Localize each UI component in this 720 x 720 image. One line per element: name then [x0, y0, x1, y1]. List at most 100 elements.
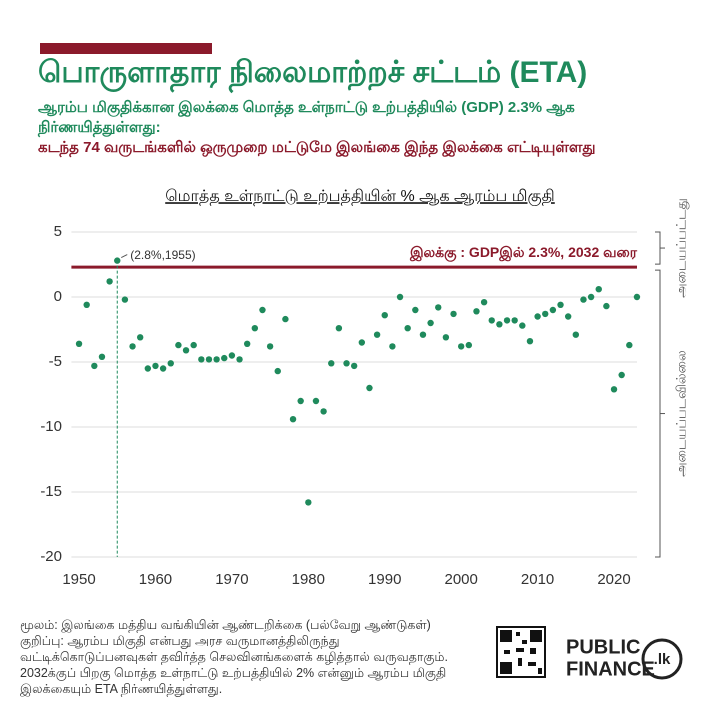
point — [266, 343, 274, 350]
point — [144, 365, 152, 372]
accent-bar — [40, 43, 212, 54]
point — [83, 301, 90, 308]
point — [503, 317, 511, 324]
point — [312, 397, 320, 405]
point — [251, 325, 259, 332]
title: பொருளாதார நிலைமாற்றச் சட்டம் (ETA) — [38, 56, 588, 89]
point — [328, 360, 335, 367]
point — [457, 343, 465, 350]
point — [243, 340, 251, 347]
point — [282, 315, 289, 323]
point — [480, 299, 488, 306]
x-tick-label: 2000 — [444, 571, 477, 588]
point — [289, 416, 297, 423]
point — [488, 317, 495, 324]
qr-code — [496, 626, 546, 678]
point — [603, 302, 610, 310]
point — [175, 341, 182, 349]
subtitle: ஆரம்ப மிகுதிக்கான இலக்கை மொத்த உள்நாட்டு… — [38, 99, 575, 136]
point — [404, 325, 411, 332]
point — [587, 293, 595, 301]
target-label: இலக்கு : GDPஇல் 2.3%, 2032 வரை — [409, 244, 638, 262]
point — [412, 306, 419, 314]
point — [98, 353, 106, 360]
point — [396, 293, 404, 301]
point — [381, 312, 388, 319]
y-tick-label: -5 — [49, 353, 62, 370]
point — [526, 338, 534, 345]
point — [534, 313, 541, 320]
point — [305, 499, 312, 506]
bracket — [655, 269, 661, 558]
y-tick-label: -10 — [40, 418, 62, 435]
point — [580, 296, 587, 303]
x-tick-label: 1990 — [368, 571, 401, 588]
point — [633, 293, 641, 301]
point — [496, 321, 503, 328]
point — [373, 331, 381, 338]
bracket — [655, 231, 661, 265]
annotation-leader — [121, 254, 128, 259]
point — [198, 356, 205, 363]
x-tick-label: 1960 — [139, 571, 172, 588]
point — [152, 362, 159, 370]
note: குறிப்பு: ஆரம்ப மிகுதி என்பது அரச வருமான… — [20, 634, 448, 696]
point — [595, 286, 602, 293]
point — [136, 334, 144, 341]
chart-title: மொத்த உள்நாட்டு உற்பத்தியின் % ஆக ஆரம்ப … — [165, 188, 555, 206]
point — [450, 310, 457, 318]
y-tick-label: 0 — [54, 288, 62, 305]
footer: மூலம்: இலங்கை மத்திய வங்கியின் ஆண்டறிக்க… — [20, 617, 470, 697]
source: மூலம்: இலங்கை மத்திய வங்கியின் ஆண்டறிக்க… — [20, 618, 431, 632]
point — [511, 317, 518, 324]
point — [557, 301, 564, 308]
point — [542, 310, 549, 318]
point — [626, 341, 633, 349]
point — [610, 386, 618, 393]
point — [419, 331, 427, 338]
point — [618, 371, 625, 379]
point — [435, 304, 442, 311]
highlight: கடந்த 74 வருடங்களில் ஒருமுறை மட்டுமே இலங… — [38, 139, 596, 156]
point — [564, 313, 572, 320]
x-tick-label: 1950 — [62, 571, 95, 588]
point — [259, 306, 266, 314]
y-tick-label: -20 — [40, 548, 62, 565]
point — [75, 340, 83, 347]
point — [297, 397, 304, 405]
x-tick-label: 1980 — [292, 571, 325, 588]
point — [182, 347, 190, 354]
point — [572, 331, 580, 338]
point — [366, 384, 373, 392]
y-tick-label: -15 — [40, 483, 62, 500]
point — [442, 334, 450, 341]
point — [389, 343, 396, 350]
bracket-label: அடையப்படவில்லை — [673, 350, 688, 477]
point — [343, 360, 350, 367]
point — [519, 322, 526, 329]
point — [159, 365, 167, 372]
point — [358, 339, 366, 346]
point — [350, 362, 358, 370]
point — [320, 408, 327, 415]
x-tick-label: 1970 — [215, 571, 248, 588]
logo-text: .lk — [654, 651, 671, 668]
logo-circle — [641, 638, 683, 680]
point — [228, 352, 236, 359]
point — [549, 306, 557, 314]
point — [213, 356, 220, 363]
point — [205, 356, 213, 363]
point — [465, 341, 473, 349]
point — [91, 362, 98, 370]
point — [167, 360, 174, 367]
point — [221, 354, 228, 362]
point — [473, 308, 480, 315]
point — [236, 356, 243, 363]
point — [427, 319, 434, 327]
point — [114, 257, 121, 264]
point — [129, 343, 136, 350]
point — [106, 278, 113, 285]
point — [190, 341, 197, 349]
